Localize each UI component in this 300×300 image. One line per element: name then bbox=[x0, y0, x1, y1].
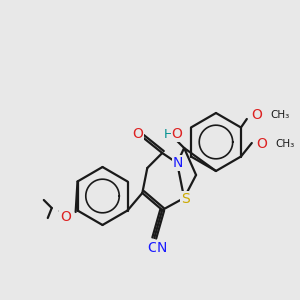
Text: O: O bbox=[172, 127, 183, 141]
Text: CH₃: CH₃ bbox=[271, 110, 290, 120]
Text: O: O bbox=[251, 108, 262, 122]
Text: S: S bbox=[181, 192, 190, 206]
Text: H: H bbox=[164, 128, 173, 140]
Text: O: O bbox=[60, 210, 71, 224]
Text: CH₃: CH₃ bbox=[276, 139, 295, 149]
Text: O: O bbox=[132, 127, 143, 141]
Text: C: C bbox=[147, 241, 157, 255]
Text: N: N bbox=[173, 156, 183, 170]
Text: N: N bbox=[157, 241, 167, 255]
Text: O: O bbox=[256, 137, 267, 151]
